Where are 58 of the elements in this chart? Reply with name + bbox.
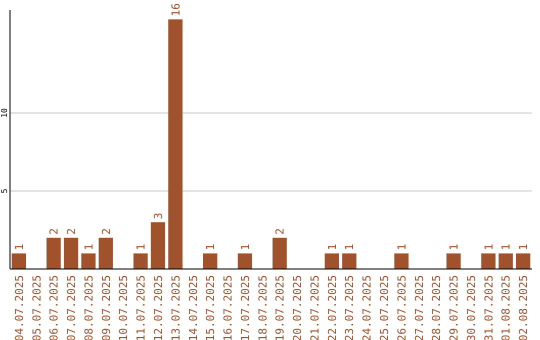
data-label: 3 [152, 212, 165, 220]
data-label: 1 [448, 244, 461, 250]
x-tick-label: 26.07.2025 [395, 275, 408, 340]
bar [498, 253, 513, 269]
bar [481, 253, 496, 269]
bar [446, 253, 461, 269]
data-label: 2 [100, 228, 113, 235]
y-tick-label: 10 [0, 108, 9, 118]
bar [168, 19, 182, 269]
x-tick-label: 21.07.2025 [308, 275, 322, 340]
bar [203, 253, 218, 269]
x-tick-label: 20.07.2025 [291, 275, 304, 340]
bar [46, 238, 61, 269]
x-tick-label: 18.07.2025 [256, 275, 270, 340]
x-tick-label: 25.07.2025 [378, 275, 392, 340]
x-tick-label: 10.07.2025 [117, 275, 130, 340]
bar [394, 253, 409, 269]
x-tick-label: 24.07.2025 [360, 275, 374, 340]
data-label: 1 [500, 244, 513, 250]
bar [98, 238, 113, 269]
x-tick-label: 28.07.2025 [430, 275, 444, 340]
data-label: 1 [343, 244, 356, 250]
data-label: 2 [48, 228, 61, 235]
bar [81, 253, 96, 269]
data-label: 1 [204, 244, 218, 250]
data-label: 1 [395, 244, 408, 250]
x-tick-label: 27.07.2025 [412, 275, 426, 340]
data-label: 1 [134, 244, 148, 250]
data-label: 1 [326, 244, 339, 250]
data-label: 1 [238, 244, 252, 250]
data-label: 2 [274, 228, 287, 235]
bar [272, 238, 287, 269]
y-tick-label: 5 [0, 188, 9, 194]
x-tick-label: 14.07.2025 [186, 275, 200, 340]
x-tick-label: 15.07.2025 [204, 275, 218, 340]
data-label: 1 [517, 244, 530, 250]
x-tick-label: 23.07.2025 [343, 275, 356, 340]
bar [150, 222, 166, 269]
bar [133, 253, 148, 269]
bar [12, 253, 26, 269]
x-tick-label: 12.07.2025 [152, 275, 165, 340]
data-label: 1 [12, 244, 26, 250]
bar [342, 253, 356, 269]
data-label: 1 [482, 244, 496, 250]
bar [64, 238, 78, 269]
bar [238, 253, 252, 269]
data-label: 1 [82, 244, 96, 250]
bar [516, 253, 530, 269]
data-label: 2 [65, 228, 78, 235]
x-tick-label: 16.07.2025 [222, 275, 235, 340]
x-tick-label: 29.07.2025 [448, 275, 461, 340]
x-tick-label: 11.07.2025 [134, 275, 148, 340]
x-tick-label: 17.07.2025 [238, 275, 252, 340]
data-label: 16 [169, 3, 182, 16]
x-tick-label: 22.07.2025 [326, 275, 339, 340]
x-tick-label: 19.07.2025 [274, 275, 287, 340]
x-tick-label: 13.07.2025 [169, 275, 182, 340]
bar [324, 253, 339, 269]
